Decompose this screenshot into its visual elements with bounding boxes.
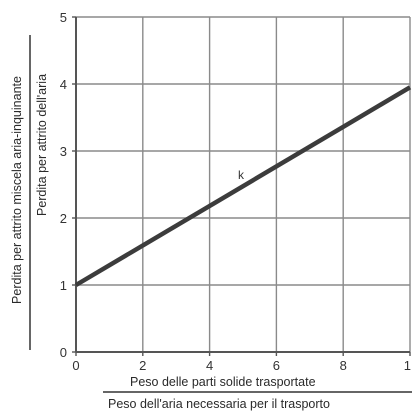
y-tick-label-1: 1 [60,278,67,293]
x-axis-label-numerator: Peso delle parti solide trasportate [130,375,316,389]
y-axis-label-denominator: Perdita per attrito dell'aria [35,74,49,216]
x-tick-label-4: 8 [340,358,347,373]
y-tick-label-0: 0 [60,345,67,360]
x-tick-label-2: 4 [206,358,213,373]
series-layer [74,85,412,287]
annotation-k: k [238,168,245,182]
y-tick-labels: 0 1 2 3 4 5 [60,10,67,360]
y-tick-label-3: 3 [60,144,67,159]
grid [75,16,411,353]
x-tick-labels: 0 2 4 6 8 1 [72,358,411,373]
y-tick-label-2: 2 [60,211,67,226]
y-tick-label-5: 5 [60,10,67,25]
x-axis-label-denominator: Peso dell'aria necessaria per il traspor… [108,397,330,411]
series-line-0 [74,85,412,287]
x-tick-label-1: 2 [139,358,146,373]
x-tick-label-5: 1 [404,358,411,373]
plot-frame [72,16,411,356]
y-axis-label-numerator: Perdita per attrito miscela aria-inquina… [10,76,24,304]
y-tick-label-4: 4 [60,77,67,92]
x-tick-label-0: 0 [72,358,79,373]
x-tick-label-3: 6 [273,358,280,373]
